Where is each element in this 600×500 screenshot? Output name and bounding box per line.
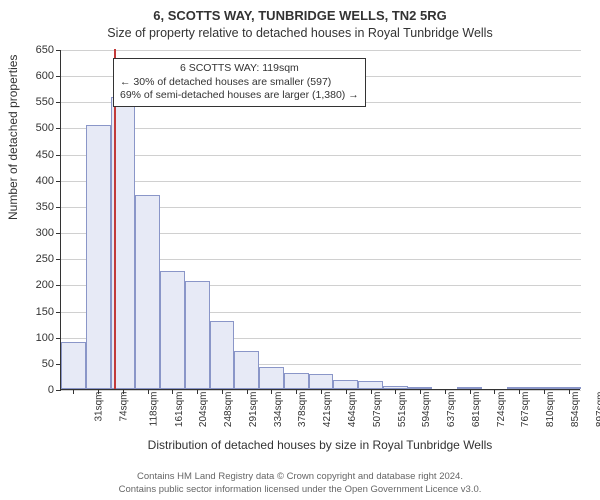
ytick-label: 100 (14, 332, 54, 344)
xtick-label: 464sqm (347, 392, 358, 428)
gridline (61, 181, 581, 182)
histogram-bar (185, 281, 210, 389)
xtick-label: 767sqm (520, 392, 531, 428)
xtick-mark (123, 389, 124, 394)
histogram-bar (333, 380, 358, 389)
ytick-label: 450 (14, 149, 54, 161)
xtick-mark (371, 389, 372, 394)
ytick-label: 500 (14, 122, 54, 134)
histogram-bar (358, 381, 383, 389)
xtick-label: 31sqm (94, 392, 105, 422)
footer-line-2: Contains public sector information licen… (0, 484, 600, 496)
ytick-mark (56, 76, 61, 77)
xtick-mark (73, 389, 74, 394)
xtick-label: 161sqm (174, 392, 185, 428)
xtick-label: 74sqm (119, 392, 130, 422)
ytick-label: 200 (14, 279, 54, 291)
ytick-mark (56, 102, 61, 103)
xtick-label: 551sqm (397, 392, 408, 428)
ytick-label: 350 (14, 201, 54, 213)
ytick-mark (56, 390, 61, 391)
histogram-bar (61, 342, 86, 389)
xtick-label: 854sqm (570, 392, 581, 428)
ytick-label: 250 (14, 253, 54, 265)
xtick-mark (470, 389, 471, 394)
xtick-label: 378sqm (298, 392, 309, 428)
ytick-label: 0 (14, 384, 54, 396)
xtick-mark (222, 389, 223, 394)
histogram-bar (309, 374, 334, 389)
xtick-mark (519, 389, 520, 394)
xtick-label: 248sqm (223, 392, 234, 428)
histogram-bar (135, 195, 160, 389)
xtick-label: 118sqm (148, 392, 159, 427)
ytick-mark (56, 312, 61, 313)
ytick-mark (56, 181, 61, 182)
histogram-bar (160, 271, 185, 389)
xtick-mark (296, 389, 297, 394)
x-axis-label: Distribution of detached houses by size … (60, 438, 580, 452)
ytick-label: 400 (14, 175, 54, 187)
annotation-box: 6 SCOTTS WAY: 119sqm← 30% of detached ho… (113, 58, 366, 107)
xtick-label: 594sqm (421, 392, 432, 428)
xtick-label: 421sqm (322, 392, 333, 428)
annotation-line-1: 6 SCOTTS WAY: 119sqm (120, 62, 359, 76)
xtick-label: 724sqm (496, 392, 507, 428)
xtick-mark (172, 389, 173, 394)
footer-attribution: Contains HM Land Registry data © Crown c… (0, 471, 600, 496)
histogram-bar (234, 351, 259, 389)
histogram-bar (210, 321, 235, 389)
xtick-mark (321, 389, 322, 394)
xtick-mark (197, 389, 198, 394)
xtick-mark (271, 389, 272, 394)
xtick-mark (445, 389, 446, 394)
histogram-bar (284, 373, 309, 389)
chart-title-subtitle: Size of property relative to detached ho… (0, 26, 600, 40)
annotation-line-2: ← 30% of detached houses are smaller (59… (120, 76, 359, 90)
annotation-line-3: 69% of semi-detached houses are larger (… (120, 89, 359, 103)
xtick-mark (247, 389, 248, 394)
xtick-label: 507sqm (372, 392, 383, 428)
xtick-mark (346, 389, 347, 394)
chart-title-address: 6, SCOTTS WAY, TUNBRIDGE WELLS, TN2 5RG (0, 8, 600, 23)
ytick-mark (56, 128, 61, 129)
xtick-mark (544, 389, 545, 394)
ytick-mark (56, 259, 61, 260)
ytick-mark (56, 50, 61, 51)
footer-line-1: Contains HM Land Registry data © Crown c… (0, 471, 600, 483)
ytick-label: 650 (14, 44, 54, 56)
xtick-label: 681sqm (471, 392, 482, 428)
gridline (61, 128, 581, 129)
xtick-mark (98, 389, 99, 394)
chart-area: 0501001502002503003504004505005506006503… (60, 50, 580, 390)
plot-region: 0501001502002503003504004505005506006503… (60, 50, 580, 390)
ytick-label: 50 (14, 358, 54, 370)
ytick-mark (56, 155, 61, 156)
xtick-mark (148, 389, 149, 394)
ytick-label: 300 (14, 227, 54, 239)
xtick-mark (494, 389, 495, 394)
ytick-label: 600 (14, 70, 54, 82)
xtick-label: 334sqm (273, 392, 284, 428)
ytick-mark (56, 233, 61, 234)
ytick-mark (56, 285, 61, 286)
histogram-bar (86, 125, 111, 389)
ytick-label: 550 (14, 96, 54, 108)
ytick-mark (56, 207, 61, 208)
ytick-mark (56, 338, 61, 339)
gridline (61, 50, 581, 51)
xtick-label: 810sqm (545, 392, 556, 428)
xtick-mark (395, 389, 396, 394)
xtick-label: 204sqm (199, 392, 210, 428)
xtick-mark (420, 389, 421, 394)
xtick-label: 897sqm (595, 392, 600, 428)
xtick-label: 637sqm (446, 392, 457, 428)
ytick-label: 150 (14, 306, 54, 318)
xtick-mark (569, 389, 570, 394)
histogram-bar (259, 367, 284, 389)
xtick-label: 291sqm (248, 392, 259, 428)
gridline (61, 155, 581, 156)
